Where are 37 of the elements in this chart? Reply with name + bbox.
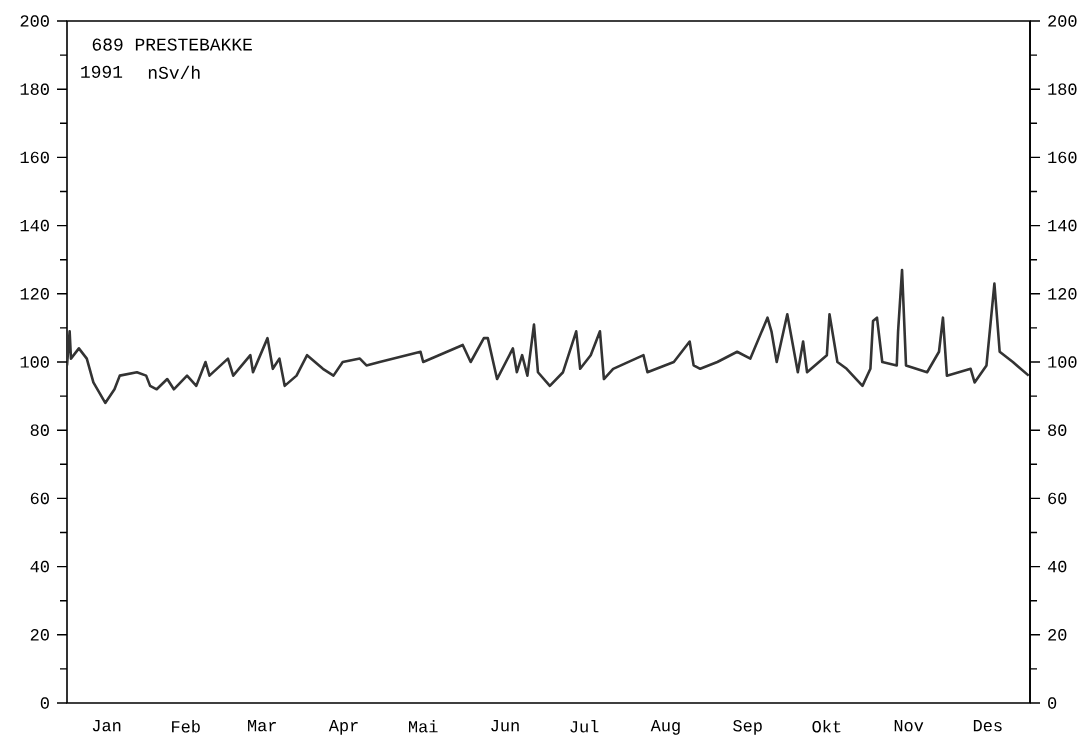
y2-tick-label: 180 xyxy=(1048,83,1077,95)
x-tick-label: Mai xyxy=(409,720,438,733)
y2-tick-label: 40 xyxy=(1047,560,1067,573)
y-tick-label: 140 xyxy=(20,219,49,232)
y-tick-label: 100 xyxy=(20,356,49,368)
x-tick-label: Jan xyxy=(92,720,121,732)
x-tick-label: Jun xyxy=(491,720,519,732)
y2-tick-label: 100 xyxy=(1048,356,1077,368)
y-tick-label: 120 xyxy=(20,288,49,300)
y-tick-label: 180 xyxy=(20,83,49,95)
x-tick-label: Sep xyxy=(733,720,762,735)
y2-tick-label: 120 xyxy=(1048,288,1077,300)
x-tick-label: Jul xyxy=(570,720,599,733)
x-tick-label: Feb xyxy=(172,720,200,733)
x-tick-label: Aug xyxy=(650,720,680,735)
annotation: 1991 xyxy=(81,65,123,78)
y-tick-label: 200 xyxy=(20,15,49,27)
x-tick-label: Mar xyxy=(248,720,276,732)
y2-tick-label: 140 xyxy=(1048,219,1077,232)
x-tick-label: Okt xyxy=(812,720,841,733)
y-tick-label: 80 xyxy=(30,424,49,436)
y2-tick-label: 160 xyxy=(1048,151,1077,164)
y-axis-title: nSv/h xyxy=(148,65,200,79)
y2-tick-label: 200 xyxy=(1048,15,1077,27)
y-tick-label: 0 xyxy=(40,697,49,709)
x-tick-label: Apr xyxy=(328,720,358,735)
y2-tick-label: 20 xyxy=(1048,629,1067,641)
y-tick-label: 60 xyxy=(30,492,49,505)
y-tick-label: 40 xyxy=(30,560,49,573)
text: 689 PRESTEBAKKE xyxy=(92,38,252,51)
y2-tick-label: 0 xyxy=(1048,697,1057,709)
y2-tick-label: 60 xyxy=(1048,492,1067,505)
y2-tick-label: 80 xyxy=(1048,424,1067,436)
x-tick-label: Des xyxy=(973,720,1002,732)
y-tick-label: 160 xyxy=(20,151,49,164)
y-tick-label: 20 xyxy=(30,629,49,641)
x-tick-label: Nov xyxy=(894,720,924,732)
